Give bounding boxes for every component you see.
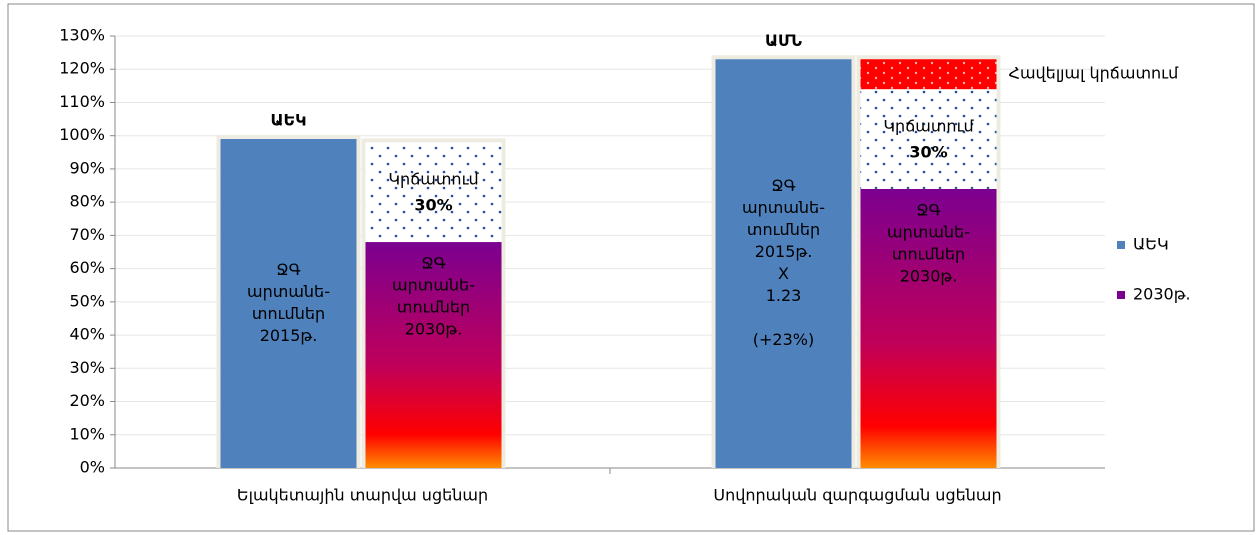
bar-text: ՋԳ: [276, 260, 300, 279]
bar-note: (+23%): [753, 330, 814, 349]
legend-label: 2030թ.: [1133, 285, 1191, 304]
bar-text: արտանե-: [247, 282, 330, 301]
group-label: ԱԵԿ: [270, 111, 306, 130]
bar-text: X: [778, 264, 789, 283]
y-tick-label: 50%: [69, 291, 105, 310]
segment-name: Կրճատում: [388, 170, 479, 189]
x-tick-label: Սովորական զարգացման սցենար: [713, 486, 1001, 505]
bar-text: ՋԳ: [916, 200, 940, 219]
group-label: ԱՄՆ: [765, 31, 802, 50]
y-tick-label: 0%: [80, 458, 105, 477]
bar-text: 2015թ.: [260, 326, 318, 345]
bar-text: տումներ: [747, 220, 820, 239]
bar: [365, 242, 502, 468]
y-tick-label: 100%: [59, 125, 105, 144]
legend-swatch: [1117, 291, 1125, 299]
segment-value: 30%: [909, 143, 947, 162]
stacked-segment: [860, 59, 997, 90]
bar: [220, 139, 357, 468]
y-tick-label: 40%: [69, 325, 105, 344]
bar-text: 2015թ.: [755, 242, 813, 261]
bar: [860, 188, 997, 468]
y-tick-label: 70%: [69, 225, 105, 244]
y-tick-label: 120%: [59, 59, 105, 78]
chart-border: [7, 3, 1255, 532]
bar-text: տումներ: [397, 298, 470, 317]
y-tick-label: 90%: [69, 158, 105, 177]
x-tick-label: Ելակետային տարվա սցենար: [237, 486, 488, 505]
bar-text: տումներ: [892, 244, 965, 263]
bar-text: 2030թ.: [405, 320, 463, 339]
y-tick-label: 30%: [69, 358, 105, 377]
bar-text: արտանե-: [392, 276, 475, 295]
stacked-segment: [365, 142, 502, 243]
segment-name: Կրճատում: [883, 117, 974, 136]
y-tick-label: 10%: [69, 424, 105, 443]
segment-value: 30%: [414, 196, 452, 215]
y-tick-label: 20%: [69, 391, 105, 410]
bar-text: ՋԳ: [771, 176, 795, 195]
bar-text: 1.23: [766, 286, 802, 305]
segment-name: Հավելյալ կրճատում: [1009, 64, 1180, 83]
y-tick-label: 80%: [69, 192, 105, 211]
y-tick-label: 110%: [59, 92, 105, 111]
y-tick-label: 130%: [59, 26, 105, 45]
bar-text: տումներ: [252, 304, 325, 323]
bar: [715, 59, 852, 469]
bar-text: 2030թ.: [900, 266, 958, 285]
stacked-segment: [860, 89, 997, 189]
bar-text: արտանե-: [887, 222, 970, 241]
bar-text: ՋԳ: [421, 254, 445, 273]
y-tick-label: 60%: [69, 258, 105, 277]
legend-swatch: [1117, 241, 1125, 249]
legend-label: ԱԵԿ: [1133, 235, 1169, 254]
bar-text: արտանե-: [742, 198, 825, 217]
